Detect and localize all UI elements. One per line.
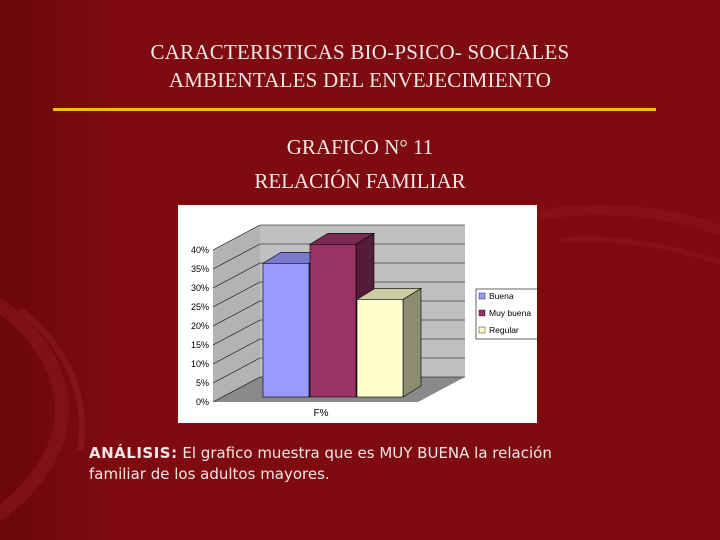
- bar-front: [309, 243, 357, 398]
- bar-regular: [355, 287, 423, 398]
- x-axis-label: F%: [314, 408, 329, 419]
- slide-title-line1: CARACTERISTICAS BIO-PSICO- SOCIALES: [150, 40, 570, 64]
- bar-front: [262, 262, 310, 398]
- legend-swatch: [478, 326, 486, 334]
- chart-title: RELACIÓN FAMILIAR: [254, 169, 466, 193]
- y-tick-label: 30%: [191, 283, 209, 293]
- analysis-text: ANÁLISIS: El grafico muestra que es MUY …: [89, 443, 649, 485]
- y-tick-label: 20%: [191, 321, 209, 331]
- legend-swatch: [478, 309, 486, 317]
- y-tick-label: 10%: [191, 359, 209, 369]
- analysis-line1: El grafico muestra que es MUY BUENA la r…: [182, 444, 552, 462]
- legend-swatch: [478, 292, 486, 300]
- gridline: [212, 281, 465, 308]
- chart-number: GRAFICO N° 11: [286, 135, 434, 159]
- bar-side: [402, 287, 422, 398]
- y-tick-label: 40%: [191, 245, 209, 255]
- gridline: [212, 262, 465, 289]
- analysis-line2: familiar de los adultos mayores.: [89, 465, 330, 483]
- title-divider: [53, 108, 656, 111]
- chart-container: 0% 5% 10% 15% 20% 25% 30% 35% 40% F% Buena Muy bu…: [178, 205, 539, 423]
- y-tick-label: 5%: [196, 378, 209, 388]
- bar-chart: 0% 5% 10% 15% 20% 25% 30% 35% 40% F% Buena Muy bu…: [191, 224, 539, 419]
- gridline: [212, 224, 465, 251]
- y-tick-label: 35%: [191, 264, 209, 274]
- legend-box: [475, 288, 539, 340]
- y-axis-ticks: 0% 5% 10% 15% 20% 25% 30% 35% 40%: [191, 245, 209, 407]
- legend-label: Regular: [489, 325, 519, 335]
- y-tick-label: 15%: [191, 340, 209, 350]
- legend: Buena Muy buena Regular: [475, 288, 539, 340]
- y-tick-label: 0%: [196, 397, 209, 407]
- legend-label: Muy buena: [489, 308, 531, 318]
- legend-label: Buena: [489, 291, 514, 301]
- gridline: [212, 243, 465, 270]
- y-tick-label: 25%: [191, 302, 209, 312]
- slide-title-line2: AMBIENTALES DEL ENVEJECIMIENTO: [168, 68, 552, 92]
- analysis-label: ANÁLISIS:: [89, 444, 178, 462]
- bars: [261, 232, 423, 398]
- bar-front: [356, 299, 404, 398]
